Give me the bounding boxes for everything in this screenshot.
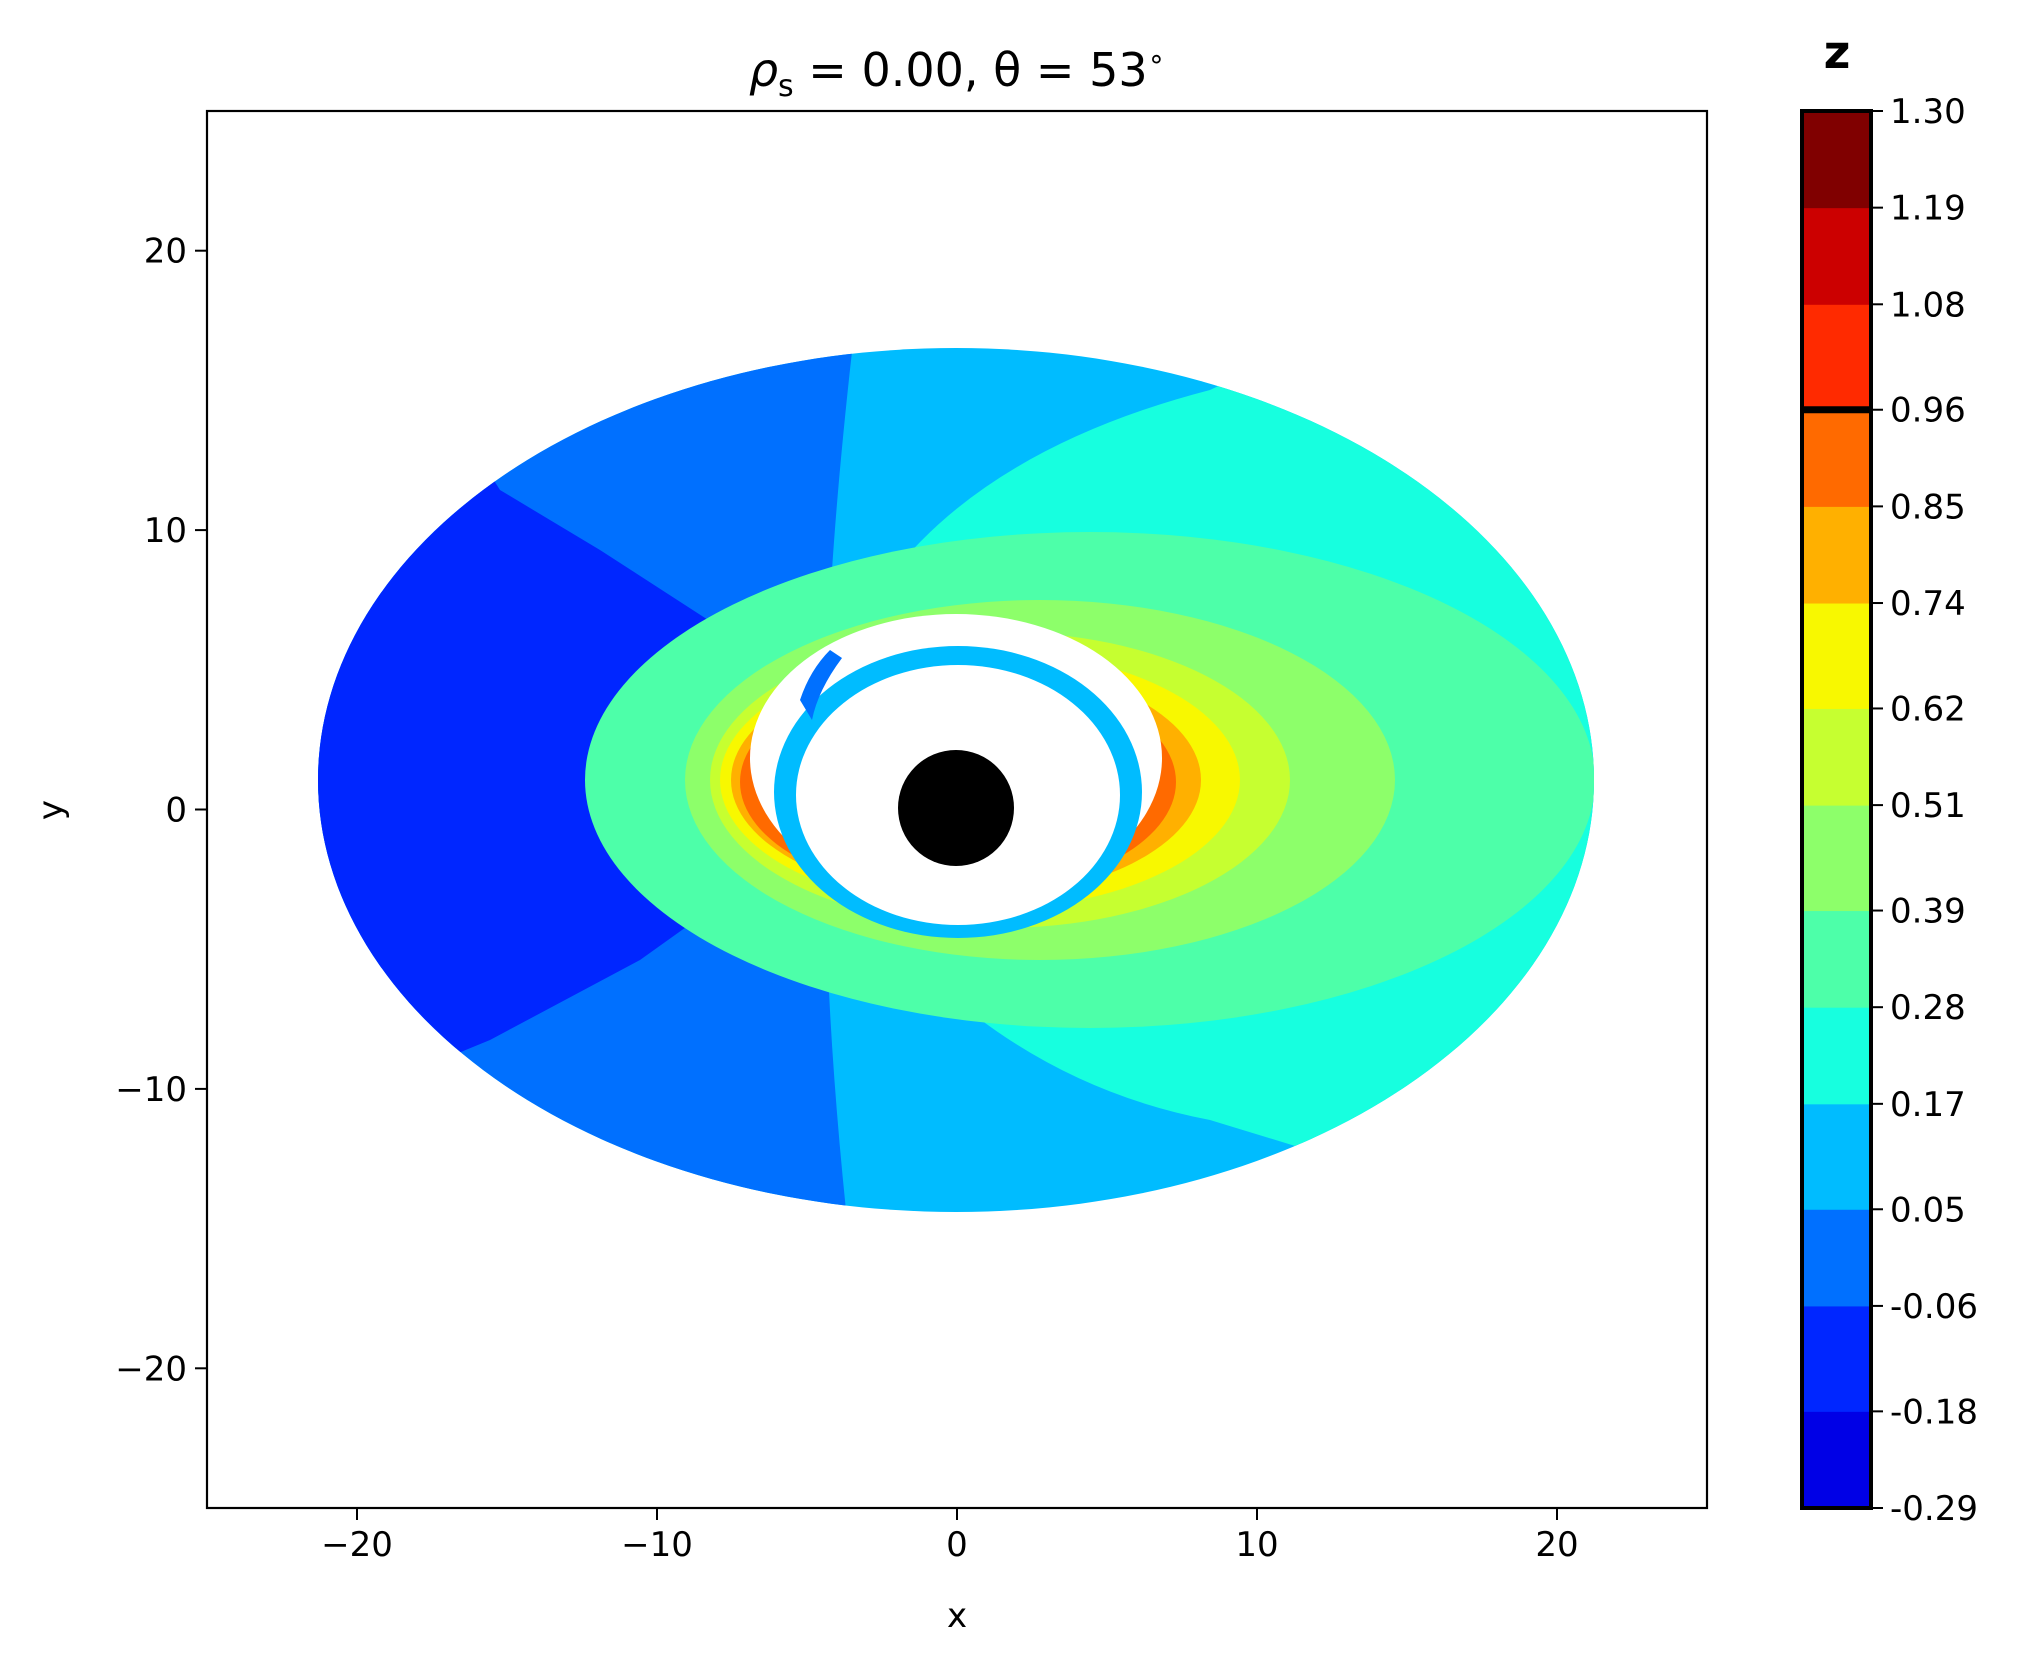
x-axis-ticks: −20 −10 0 10 20 bbox=[321, 1508, 1579, 1565]
colorbar-tick-label: 0.39 bbox=[1890, 892, 1966, 932]
x-tick-label: 20 bbox=[1535, 1525, 1578, 1565]
x-tick-label: −10 bbox=[621, 1525, 693, 1565]
colorbar-tick-label: 0.17 bbox=[1890, 1085, 1966, 1125]
y-tick-label: −20 bbox=[115, 1349, 187, 1389]
x-tick-label: −20 bbox=[321, 1525, 393, 1565]
colorbar: -0.29 -0.18 -0.06 0.05 0.17 0.28 0.39 0.51 0.62 0… bbox=[1800, 92, 1978, 1529]
colorbar-tick-label: 0.28 bbox=[1890, 988, 1966, 1028]
colorbar-segment bbox=[1802, 910, 1871, 1008]
colorbar-segment bbox=[1802, 1007, 1871, 1105]
colorbar-tick-label: 0.96 bbox=[1890, 391, 1966, 431]
colorbar-tick-label: -0.06 bbox=[1890, 1287, 1978, 1327]
colorbar-segment bbox=[1802, 1209, 1871, 1307]
black-hole-shadow bbox=[898, 750, 1014, 866]
y-tick-label: −10 bbox=[115, 1070, 187, 1110]
y-axis-label: y bbox=[31, 800, 71, 820]
secondary-ring-left-cap bbox=[800, 650, 842, 720]
colorbar-segment bbox=[1802, 207, 1871, 305]
colorbar-tick-label: -0.29 bbox=[1890, 1489, 1978, 1529]
colorbar-frame bbox=[1800, 109, 1873, 1510]
colorbar-tick-label: 1.08 bbox=[1890, 285, 1966, 325]
colorbar-tick-label: 0.85 bbox=[1890, 487, 1966, 527]
colorbar-segment bbox=[1802, 1103, 1871, 1210]
colorbar-segment bbox=[1802, 708, 1871, 806]
plot-area bbox=[318, 348, 1594, 1212]
x-tick-label: 10 bbox=[1235, 1525, 1278, 1565]
colorbar-segment bbox=[1802, 1305, 1871, 1412]
colorbar-segment bbox=[1802, 603, 1871, 709]
disk-level-neg0.18-region bbox=[318, 348, 790, 1200]
colorbar-segment bbox=[1802, 111, 1871, 209]
colorbar-tick-label: 1.30 bbox=[1890, 92, 1966, 132]
chart-title: ρs = 0.00, θ = 53∘ bbox=[749, 42, 1165, 104]
x-axis-label: x bbox=[947, 1596, 967, 1636]
y-axis-ticks: −20 −10 0 10 20 bbox=[115, 232, 207, 1389]
x-tick-label: 0 bbox=[946, 1525, 968, 1565]
y-tick-label: 10 bbox=[144, 511, 187, 551]
y-tick-label: 0 bbox=[165, 791, 187, 831]
colorbar-tick-label: 0.51 bbox=[1890, 786, 1966, 826]
colorbar-segment bbox=[1802, 1411, 1871, 1509]
colorbar-segment bbox=[1802, 805, 1871, 912]
colorbar-tick-label: 1.19 bbox=[1890, 189, 1966, 229]
colorbar-label: z bbox=[1824, 25, 1851, 79]
colorbar-segment bbox=[1802, 409, 1871, 507]
colorbar-tick-label: -0.18 bbox=[1890, 1392, 1978, 1432]
colorbar-segment bbox=[1802, 304, 1871, 411]
y-tick-label: 20 bbox=[144, 232, 187, 272]
colorbar-segment bbox=[1802, 506, 1871, 604]
colorbar-tick-label: 0.05 bbox=[1890, 1190, 1966, 1230]
colorbar-tick-label: 0.74 bbox=[1890, 584, 1966, 624]
colorbar-tick-label: 0.62 bbox=[1890, 689, 1966, 729]
